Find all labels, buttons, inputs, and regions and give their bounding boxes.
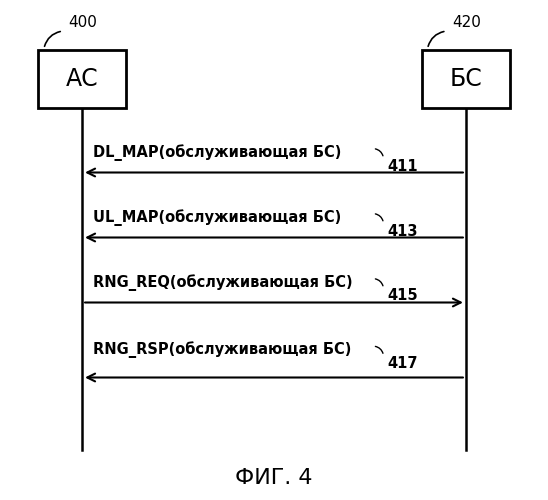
Bar (422, 50, 510, 108)
Text: ФИГ. 4: ФИГ. 4 (235, 468, 313, 487)
Text: 417: 417 (387, 356, 418, 371)
Text: DL_MAP(обслуживающая БС): DL_MAP(обслуживающая БС) (93, 144, 341, 161)
Text: UL_MAP(обслуживающая БС): UL_MAP(обслуживающая БС) (93, 209, 341, 226)
Text: RNG_REQ(обслуживающая БС): RNG_REQ(обслуживающая БС) (93, 274, 353, 291)
Text: 411: 411 (387, 158, 418, 174)
Text: 420: 420 (452, 15, 481, 30)
Text: БС: БС (449, 66, 482, 91)
Text: 413: 413 (387, 224, 418, 238)
Bar (38, 50, 126, 108)
Text: АС: АС (66, 66, 99, 91)
Text: RNG_RSP(обслуживающая БС): RNG_RSP(обслуживающая БС) (93, 342, 351, 358)
Text: 400: 400 (68, 15, 98, 30)
Text: 415: 415 (387, 288, 418, 304)
